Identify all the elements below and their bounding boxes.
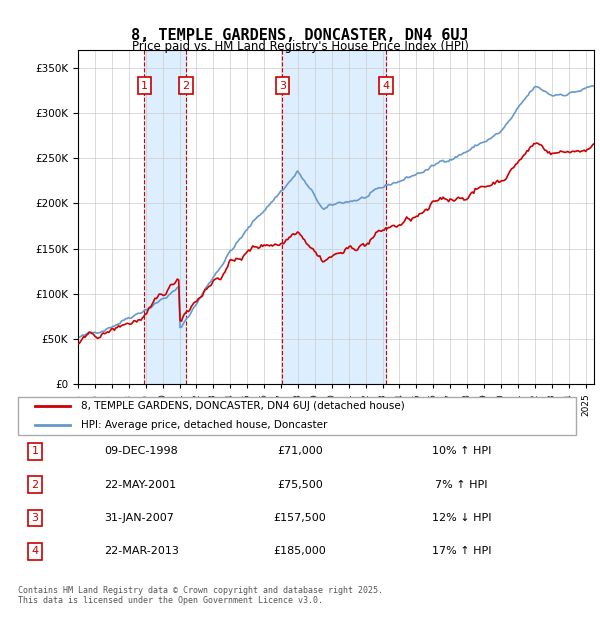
Text: 12% ↓ HPI: 12% ↓ HPI bbox=[431, 513, 491, 523]
Text: Contains HM Land Registry data © Crown copyright and database right 2025.
This d: Contains HM Land Registry data © Crown c… bbox=[18, 586, 383, 605]
Text: 3: 3 bbox=[32, 513, 38, 523]
Text: 22-MAR-2013: 22-MAR-2013 bbox=[104, 546, 179, 556]
Text: 8, TEMPLE GARDENS, DONCASTER, DN4 6UJ: 8, TEMPLE GARDENS, DONCASTER, DN4 6UJ bbox=[131, 28, 469, 43]
Text: 1: 1 bbox=[141, 81, 148, 91]
Text: 22-MAY-2001: 22-MAY-2001 bbox=[104, 480, 176, 490]
Text: 8, TEMPLE GARDENS, DONCASTER, DN4 6UJ (detached house): 8, TEMPLE GARDENS, DONCASTER, DN4 6UJ (d… bbox=[81, 401, 405, 411]
Text: 10% ↑ HPI: 10% ↑ HPI bbox=[431, 446, 491, 456]
Text: 7% ↑ HPI: 7% ↑ HPI bbox=[435, 480, 488, 490]
Text: 17% ↑ HPI: 17% ↑ HPI bbox=[431, 546, 491, 556]
Text: 2: 2 bbox=[31, 480, 38, 490]
FancyBboxPatch shape bbox=[18, 397, 577, 435]
Text: 4: 4 bbox=[31, 546, 38, 556]
Text: 09-DEC-1998: 09-DEC-1998 bbox=[104, 446, 178, 456]
Text: 2: 2 bbox=[182, 81, 190, 91]
Text: 31-JAN-2007: 31-JAN-2007 bbox=[104, 513, 174, 523]
Text: 3: 3 bbox=[279, 81, 286, 91]
Text: 1: 1 bbox=[32, 446, 38, 456]
Text: £185,000: £185,000 bbox=[274, 546, 326, 556]
Text: £71,000: £71,000 bbox=[277, 446, 323, 456]
Bar bbox=[145, 50, 186, 384]
Text: HPI: Average price, detached house, Doncaster: HPI: Average price, detached house, Donc… bbox=[81, 420, 328, 430]
Text: £157,500: £157,500 bbox=[274, 513, 326, 523]
Text: 4: 4 bbox=[383, 81, 390, 91]
Text: £75,500: £75,500 bbox=[277, 480, 323, 490]
Bar bbox=[283, 50, 386, 384]
Text: Price paid vs. HM Land Registry's House Price Index (HPI): Price paid vs. HM Land Registry's House … bbox=[131, 40, 469, 53]
